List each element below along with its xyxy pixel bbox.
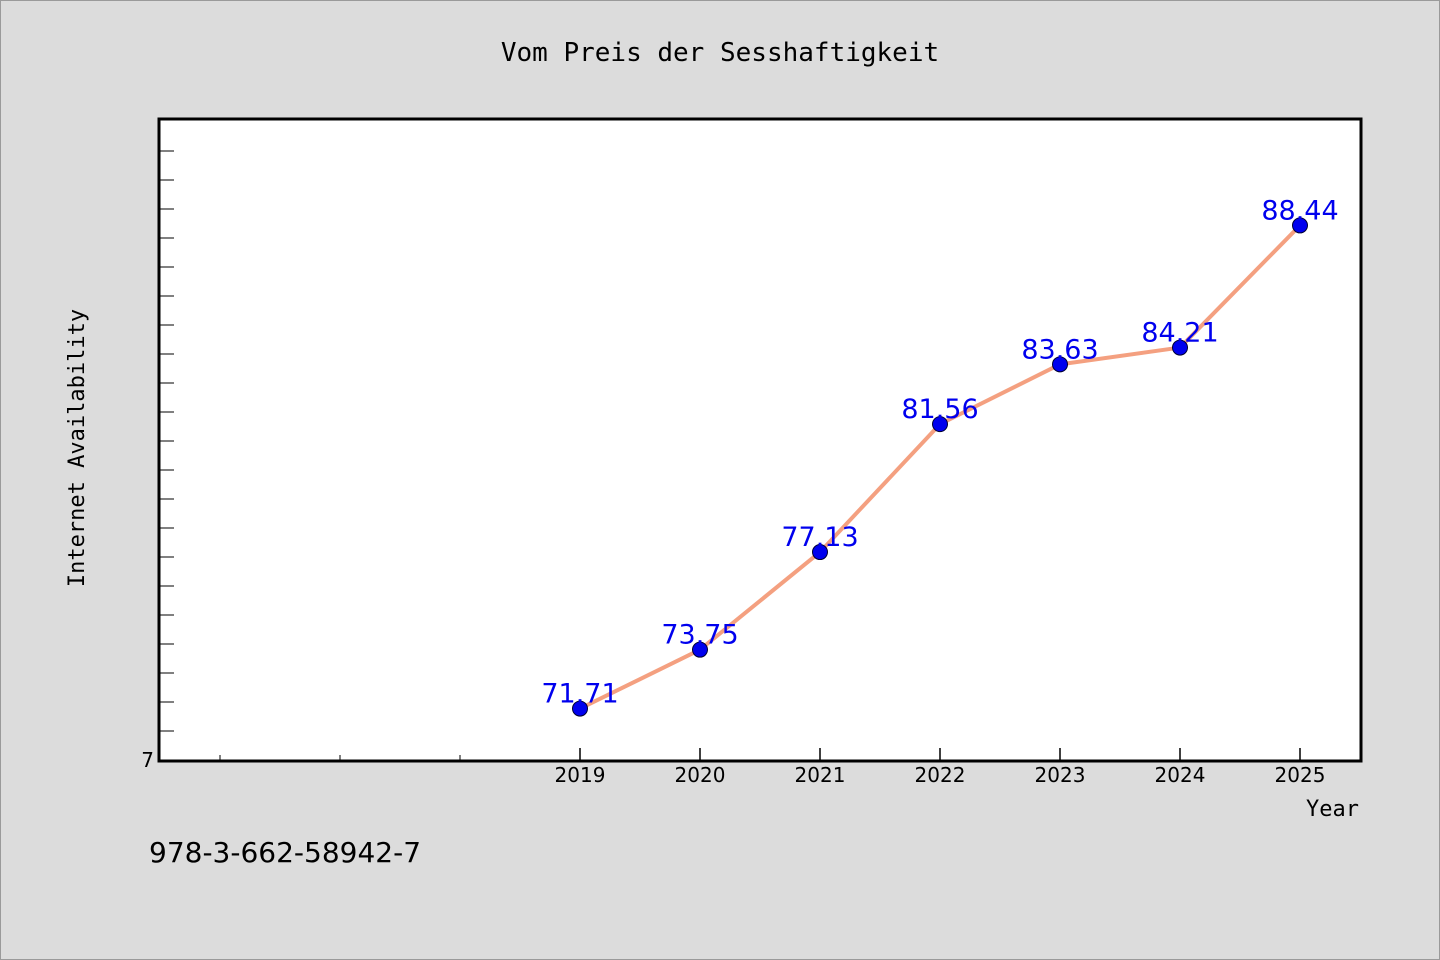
data-label: 73.75 (661, 620, 738, 651)
data-label: 88.44 (1261, 195, 1338, 226)
x-tick-label: 2020 (675, 763, 726, 787)
x-tick-label: 2022 (915, 763, 966, 787)
data-label: 83.63 (1021, 334, 1098, 365)
data-point (572, 700, 588, 717)
data-label: 81.56 (901, 394, 978, 425)
data-label: 77.13 (781, 522, 858, 553)
y-tick-label: 7 (141, 748, 154, 772)
data-point (1172, 339, 1188, 356)
x-tick-label: 2021 (795, 763, 846, 787)
x-tick-label: 2025 (1275, 763, 1326, 787)
y-axis-label: Internet Availability (65, 309, 90, 587)
x-axis-ticks: 7 2019 2020 2021 2022 2023 2024 2025 (141, 748, 1325, 787)
isbn-footer: 978-3-662-58942-7 (149, 836, 421, 869)
chart-title: Vom Preis der Sesshaftigkeit (501, 38, 939, 68)
x-tick-label: 2023 (1035, 763, 1086, 787)
points-layer (572, 217, 1308, 717)
data-label: 71.71 (541, 679, 618, 710)
y-minor-ticks (160, 150, 174, 732)
x-tick-label: 2024 (1155, 763, 1206, 787)
plot-area (157, 117, 1363, 763)
data-point (932, 416, 948, 433)
data-labels-layer: 71.71 73.75 77.13 81.56 83.63 84.21 88.44 (541, 195, 1338, 709)
data-point (1292, 217, 1308, 234)
x-tick-label: 2019 (555, 763, 606, 787)
data-label: 84.21 (1141, 318, 1218, 349)
data-point (1052, 356, 1068, 373)
data-point (692, 641, 708, 658)
x-axis-label: Year (1306, 797, 1359, 822)
data-point (812, 544, 828, 561)
